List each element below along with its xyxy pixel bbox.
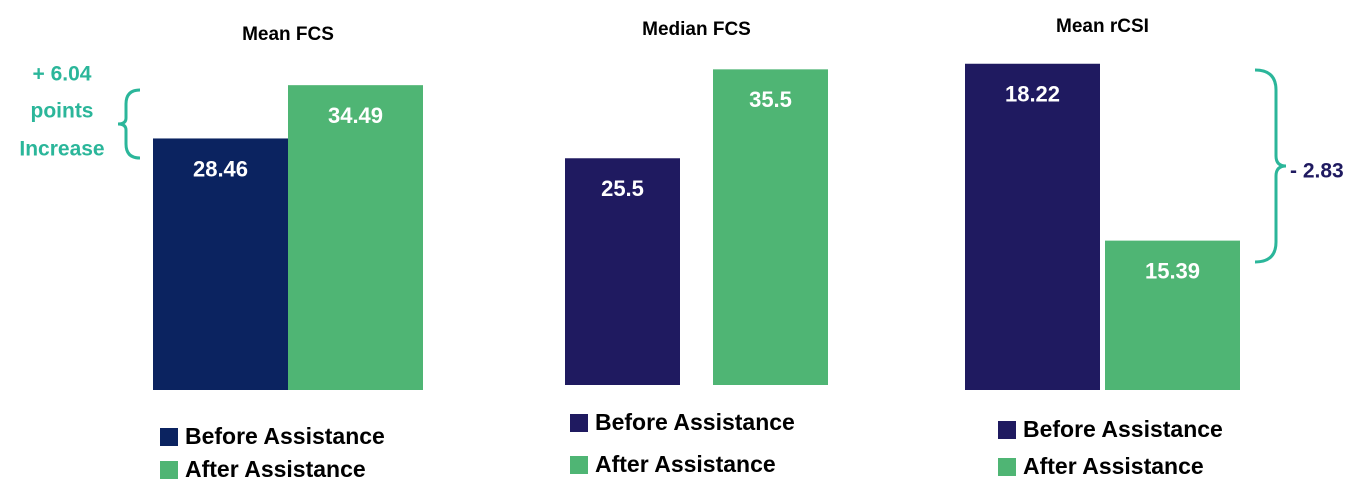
value-label: 18.22 — [1005, 82, 1060, 107]
legend-swatch — [160, 428, 178, 446]
legend-label: After Assistance — [1023, 453, 1204, 479]
legend-label: After Assistance — [595, 451, 776, 477]
chart-title: Median FCS — [642, 19, 751, 40]
annotation: + 6.04 — [33, 63, 92, 86]
value-label: 34.49 — [328, 103, 383, 128]
legend-swatch — [160, 461, 178, 479]
bar — [288, 85, 423, 391]
brace — [1254, 68, 1287, 264]
value-label: 28.46 — [193, 156, 248, 181]
bar — [965, 63, 1100, 390]
chart-title: Mean rCSI — [1056, 16, 1149, 37]
legend-swatch — [570, 456, 588, 474]
legend-swatch — [998, 421, 1016, 439]
annotation: Increase — [19, 138, 104, 161]
bar — [1105, 240, 1240, 390]
chart-title: Mean FCS — [242, 24, 334, 45]
legend-label: Before Assistance — [1023, 416, 1223, 442]
bar — [565, 158, 680, 385]
legend-swatch — [570, 414, 588, 432]
annotation: - 2.83 — [1290, 160, 1344, 183]
value-label: 15.39 — [1145, 258, 1200, 283]
legend-label: Before Assistance — [595, 409, 795, 435]
legend-label: After Assistance — [185, 456, 366, 480]
bar — [713, 69, 828, 386]
brace — [117, 88, 141, 160]
annotation: points — [31, 100, 94, 123]
value-label: 25.5 — [601, 176, 644, 201]
value-label: 35.5 — [749, 87, 792, 112]
legend-label: Before Assistance — [185, 423, 385, 449]
bar — [153, 138, 288, 390]
legend-swatch — [998, 458, 1016, 476]
